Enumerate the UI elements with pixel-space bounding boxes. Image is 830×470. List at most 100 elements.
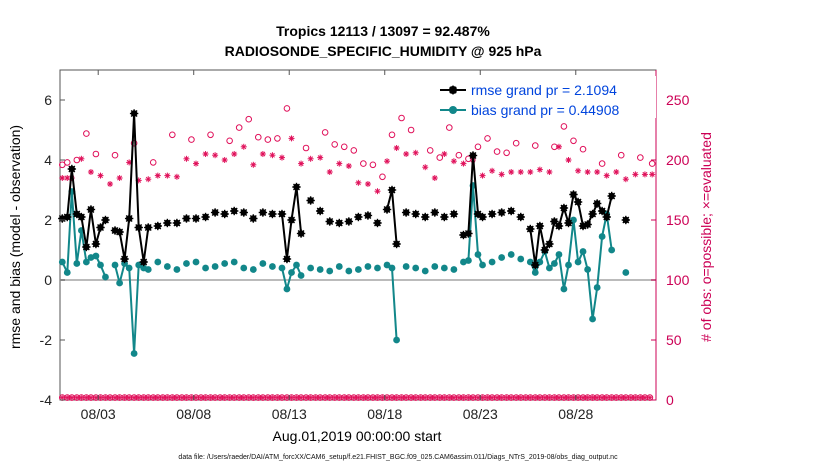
- evaluated-obs-point: [479, 172, 486, 179]
- bias-point: [192, 258, 200, 266]
- zero-count-asterisk: [337, 395, 342, 400]
- rmse-point-star: [63, 212, 72, 222]
- left-axis-ticks: -4 -2 0 2 4 6: [40, 92, 65, 408]
- zero-count-asterisk: [60, 395, 65, 400]
- bias-point: [354, 266, 362, 273]
- rmse-point-star: [120, 254, 129, 264]
- evaluated-obs-point: [326, 169, 333, 175]
- zero-count-asterisk: [499, 395, 504, 400]
- bias-point: [269, 263, 276, 270]
- evaluated-obs-point: [336, 160, 343, 167]
- possible-obs-point: [398, 114, 405, 122]
- zero-count-asterisk: [403, 395, 409, 400]
- evaluated-obs-point: [164, 172, 171, 179]
- bias-point: [598, 233, 606, 240]
- rmse-point-star: [401, 208, 411, 217]
- x-tick-label: 08/18: [367, 406, 402, 422]
- rmse-point-star: [287, 215, 296, 225]
- possible-obs-point: [560, 123, 568, 130]
- zero-count-asterisk: [575, 395, 581, 400]
- zero-count-asterisk: [528, 395, 533, 400]
- evaluated-obs-point: [231, 151, 238, 157]
- rmse-point-star: [258, 208, 268, 217]
- zero-count-asterisk: [165, 395, 170, 400]
- bias-point: [517, 255, 525, 263]
- rmse-point-star: [296, 229, 306, 238]
- zero-count-asterisk: [470, 395, 476, 400]
- bias-point: [230, 258, 238, 266]
- x-axis-label: Aug.01,2019 00:00:00 start: [273, 428, 442, 444]
- zero-count-asterisk: [571, 395, 576, 400]
- rmse-point-star: [325, 217, 334, 226]
- rmse-point-star: [210, 208, 220, 217]
- rmse-point-star: [554, 221, 564, 231]
- rmse-point-star: [354, 212, 363, 222]
- bias-point: [144, 266, 152, 273]
- evaluated-obs-point: [202, 151, 209, 157]
- rmse-point-star: [573, 197, 583, 207]
- rmse-point-star: [315, 206, 325, 216]
- right-tick-label: 100: [666, 272, 690, 288]
- bias-point: [412, 264, 420, 272]
- bias-point: [579, 248, 587, 255]
- bias-point: [584, 266, 592, 273]
- zero-count-asterisk: [394, 395, 399, 400]
- rmse-point-star: [191, 214, 201, 223]
- possible-obs-point: [484, 135, 491, 142]
- zero-count-asterisk: [437, 395, 442, 400]
- rmse-point-star: [110, 226, 120, 235]
- bias-point: [560, 285, 568, 293]
- rmse-point-star: [115, 227, 124, 237]
- zero-count-asterisk: [647, 395, 653, 400]
- possible-obs-point: [169, 131, 176, 139]
- possible-obs-point: [436, 154, 444, 161]
- rmse-point-star: [607, 191, 616, 201]
- evaluated-obs-point: [221, 157, 228, 163]
- right-tick-label: 250: [666, 92, 690, 108]
- rmse-point-star: [583, 220, 592, 229]
- possible-obs-point: [426, 147, 434, 154]
- right-tick-label: 200: [666, 152, 690, 168]
- evaluated-obs-point: [641, 171, 648, 178]
- bias-point: [121, 260, 128, 267]
- bias-point: [589, 315, 596, 323]
- evaluated-obs-point: [649, 171, 656, 178]
- zero-count-asterisk: [370, 395, 376, 400]
- x-tick-label: 08/03: [81, 406, 116, 422]
- evaluated-obs-point: [489, 167, 496, 174]
- rmse-point-star: [277, 209, 287, 219]
- possible-obs-point: [360, 160, 367, 167]
- evaluated-obs-point: [97, 172, 104, 179]
- zero-count-asterisk: [599, 395, 605, 400]
- bias-point: [388, 264, 396, 272]
- rmse-point-star: [153, 221, 163, 231]
- evaluated-obs-point: [250, 161, 257, 168]
- zero-count-asterisk: [294, 395, 299, 400]
- zero-count-asterisk: [642, 395, 648, 400]
- legend-bias-label: bias grand pr = 0.44908: [471, 102, 619, 118]
- evaluated-obs-point: [603, 172, 610, 179]
- zero-count-asterisk: [638, 395, 643, 400]
- possible-obs-point: [388, 131, 396, 139]
- rmse-point-star: [249, 214, 258, 223]
- possible-obs-point: [503, 149, 510, 157]
- rmse-point-star: [373, 218, 382, 228]
- possible-obs-point: [188, 136, 195, 143]
- zero-count-asterisk: [284, 395, 290, 400]
- zero-count-asterisk: [633, 395, 638, 400]
- zero-count-asterisk: [327, 395, 332, 400]
- bias-point: [574, 258, 582, 266]
- evaluated-obs-point: [393, 145, 400, 151]
- possible-obs-point: [350, 147, 358, 154]
- bias-point: [92, 252, 100, 260]
- right-tick-label: 50: [666, 332, 682, 348]
- bias-point: [211, 263, 219, 270]
- bias-point: [297, 272, 305, 279]
- zero-count-asterisk: [151, 395, 156, 400]
- possible-obs-point: [302, 144, 310, 152]
- evaluated-obs-point: [565, 157, 572, 163]
- evaluated-obs-point: [307, 155, 314, 162]
- zero-count-asterisk: [88, 395, 94, 400]
- bias-point: [498, 254, 506, 261]
